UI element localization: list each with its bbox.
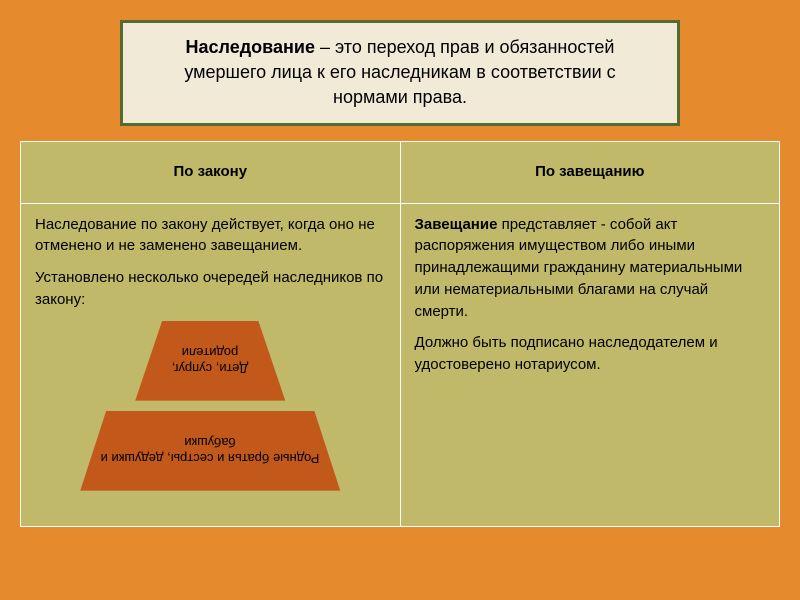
pyramid-tier-1-label: Дети, супруг, родители	[135, 345, 285, 376]
will-p1-bold: Завещание	[415, 216, 498, 233]
cell-by-will: Завещание представляет - собой акт распо…	[400, 203, 780, 526]
will-p1: Завещание представляет - собой акт распо…	[415, 214, 766, 323]
will-p2: Должно быть подписано наследодателем и у…	[415, 332, 766, 376]
law-p2: Установлено несколько очередей наследник…	[35, 267, 386, 311]
cell-by-law: Наследование по закону действует, когда …	[21, 203, 401, 526]
comparison-table: По закону По завещанию Наследование по з…	[20, 141, 780, 527]
title-term: Наследование	[186, 37, 315, 57]
pyramid-tier-2-label: Родные братья и сестры, дедушки и бабушк…	[80, 435, 340, 466]
header-by-will: По завещанию	[400, 141, 780, 203]
header-by-law: По закону	[21, 141, 401, 203]
law-p1: Наследование по закону действует, когда …	[35, 214, 386, 258]
pyramid-tier-2: Родные братья и сестры, дедушки и бабушк…	[80, 411, 340, 491]
heirs-pyramid: Дети, супруг, родители Родные братья и с…	[35, 321, 386, 516]
title-definition-box: Наследование – это переход прав и обязан…	[120, 20, 680, 126]
title-text: Наследование – это переход прав и обязан…	[163, 35, 637, 111]
pyramid-tier-1: Дети, супруг, родители	[135, 321, 285, 401]
